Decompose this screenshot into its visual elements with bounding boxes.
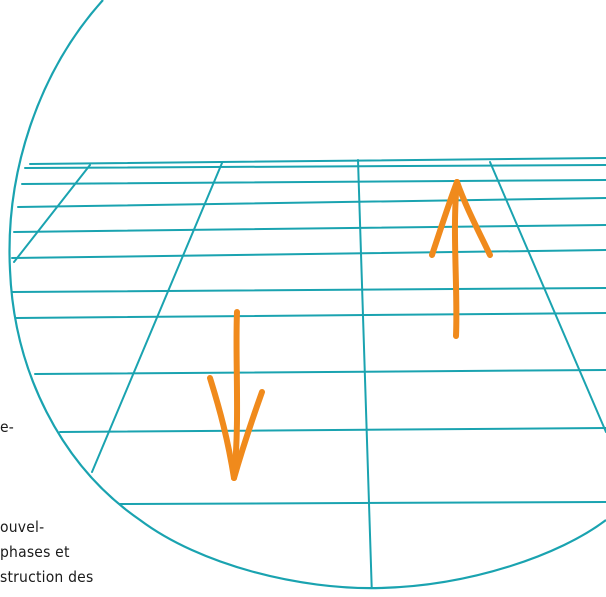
grid-horizontal-line: [119, 501, 606, 505]
grid-horizontal-line: [11, 249, 606, 259]
cropped-text-line: e-: [0, 418, 15, 436]
grid-vertical-line: [91, 162, 223, 473]
grid-vertical-line: [13, 164, 91, 263]
grid-horizontal-line: [24, 164, 606, 169]
grid-vertical-line: [357, 159, 373, 589]
grid-horizontal-line: [17, 197, 606, 208]
grid-horizontal-line: [59, 427, 606, 433]
grid-horizontal-line: [29, 157, 606, 165]
grid-horizontal-line: [15, 312, 606, 319]
cropped-text-line: struction des: [0, 568, 94, 586]
grid-horizontal-line: [13, 224, 606, 233]
grid-vertical-line: [489, 161, 606, 433]
grid-horizontal-line: [34, 369, 606, 375]
perspective-grid: [11, 157, 606, 589]
grid-horizontal-line: [21, 179, 606, 185]
arrow-up-icon: [429, 179, 493, 339]
grid-horizontal-line: [11, 287, 606, 293]
cropped-text-line: ouvel-: [0, 518, 45, 536]
arrow-down-icon: [207, 309, 265, 481]
lens-outline: [8, 0, 606, 590]
cropped-text-line: phases et: [0, 543, 70, 561]
